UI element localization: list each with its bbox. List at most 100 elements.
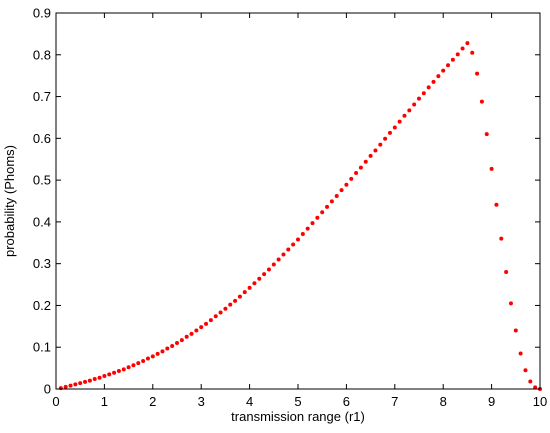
data-point bbox=[126, 365, 131, 370]
x-tick-label: 5 bbox=[294, 394, 301, 409]
data-point bbox=[446, 63, 451, 68]
y-tick-label: 0.4 bbox=[33, 214, 51, 229]
data-point bbox=[407, 108, 412, 113]
data-point bbox=[368, 153, 373, 158]
data-point bbox=[189, 331, 194, 336]
data-point bbox=[421, 91, 426, 96]
data-point bbox=[150, 354, 155, 359]
data-point bbox=[228, 302, 233, 307]
data-point bbox=[339, 188, 344, 193]
x-tick-label: 8 bbox=[440, 394, 447, 409]
data-point bbox=[358, 165, 363, 170]
data-point bbox=[102, 374, 107, 379]
data-point bbox=[518, 351, 523, 356]
data-series bbox=[58, 41, 542, 391]
x-tick-label: 4 bbox=[246, 394, 253, 409]
data-point bbox=[155, 351, 160, 356]
x-tick-label: 10 bbox=[533, 394, 547, 409]
data-point bbox=[441, 68, 446, 73]
data-point bbox=[460, 46, 465, 51]
data-point bbox=[145, 356, 150, 361]
data-point bbox=[344, 182, 349, 187]
data-point bbox=[412, 102, 417, 107]
data-point bbox=[204, 321, 209, 326]
data-point bbox=[475, 71, 480, 76]
x-tick-label: 3 bbox=[198, 394, 205, 409]
data-point bbox=[431, 79, 436, 84]
data-point bbox=[296, 237, 300, 242]
data-point bbox=[116, 369, 121, 374]
data-point bbox=[131, 363, 136, 368]
data-point bbox=[160, 349, 165, 354]
x-axis-title: transmission range (r1) bbox=[231, 409, 365, 424]
data-point bbox=[121, 367, 126, 372]
data-point bbox=[179, 338, 184, 343]
data-point bbox=[175, 341, 179, 346]
data-point bbox=[281, 252, 286, 257]
data-point bbox=[194, 328, 199, 333]
data-point bbox=[87, 378, 92, 383]
data-point bbox=[97, 375, 102, 380]
data-point bbox=[170, 343, 175, 348]
data-point bbox=[392, 125, 397, 130]
data-point bbox=[378, 142, 383, 147]
data-point bbox=[334, 193, 339, 198]
data-point bbox=[523, 368, 528, 373]
data-point bbox=[286, 247, 291, 252]
y-tick-label: 0.9 bbox=[33, 6, 51, 21]
data-point bbox=[470, 50, 475, 55]
x-tick-label: 9 bbox=[488, 394, 495, 409]
data-point bbox=[233, 298, 238, 303]
data-point bbox=[112, 370, 117, 375]
data-point bbox=[383, 136, 388, 141]
data-point bbox=[237, 294, 242, 299]
y-tick-label: 0.5 bbox=[33, 173, 51, 188]
data-point bbox=[397, 119, 402, 124]
data-point bbox=[320, 210, 325, 215]
data-point bbox=[252, 281, 257, 286]
data-point bbox=[271, 262, 276, 267]
data-point bbox=[329, 199, 334, 204]
data-point bbox=[373, 148, 378, 153]
data-point bbox=[533, 385, 538, 390]
tick-labels: 0 1 2 3 4 5 6 7 8 9 10 0 0.1 0.2 0.3 0.4 0.5 0.6 0.7 0.8 0.9 bbox=[33, 6, 547, 410]
data-point bbox=[363, 159, 368, 164]
x-tick-label: 1 bbox=[101, 394, 108, 409]
data-point bbox=[387, 130, 392, 135]
y-tick-label: 0.6 bbox=[33, 131, 51, 146]
data-point bbox=[300, 232, 305, 236]
plot-area-frame bbox=[55, 12, 541, 390]
data-point bbox=[436, 74, 441, 79]
data-point bbox=[107, 372, 112, 377]
y-tick-label: 0 bbox=[44, 382, 51, 397]
data-point bbox=[213, 314, 218, 319]
data-point bbox=[484, 132, 489, 137]
data-point bbox=[63, 384, 68, 389]
y-tick-label: 0.1 bbox=[33, 340, 51, 355]
data-point bbox=[242, 290, 247, 295]
data-point bbox=[465, 41, 470, 46]
y-tick-label: 0.7 bbox=[33, 89, 51, 104]
data-point bbox=[426, 85, 431, 90]
data-point bbox=[223, 306, 228, 311]
data-point bbox=[218, 310, 223, 315]
data-point bbox=[504, 270, 509, 275]
data-point bbox=[68, 383, 73, 388]
data-point bbox=[310, 221, 315, 226]
data-point bbox=[165, 346, 170, 351]
data-point bbox=[455, 52, 460, 57]
data-point bbox=[257, 276, 262, 281]
data-point bbox=[402, 113, 407, 118]
data-point bbox=[494, 202, 499, 207]
data-point bbox=[58, 386, 63, 391]
data-point bbox=[479, 99, 484, 104]
y-axis-title: probability (Phoms) bbox=[2, 145, 17, 257]
data-point bbox=[92, 376, 97, 381]
data-point bbox=[349, 176, 354, 181]
data-point bbox=[305, 226, 310, 231]
x-tick-label: 6 bbox=[343, 394, 350, 409]
data-point bbox=[417, 96, 421, 101]
data-point bbox=[73, 382, 78, 387]
data-point bbox=[354, 171, 359, 176]
